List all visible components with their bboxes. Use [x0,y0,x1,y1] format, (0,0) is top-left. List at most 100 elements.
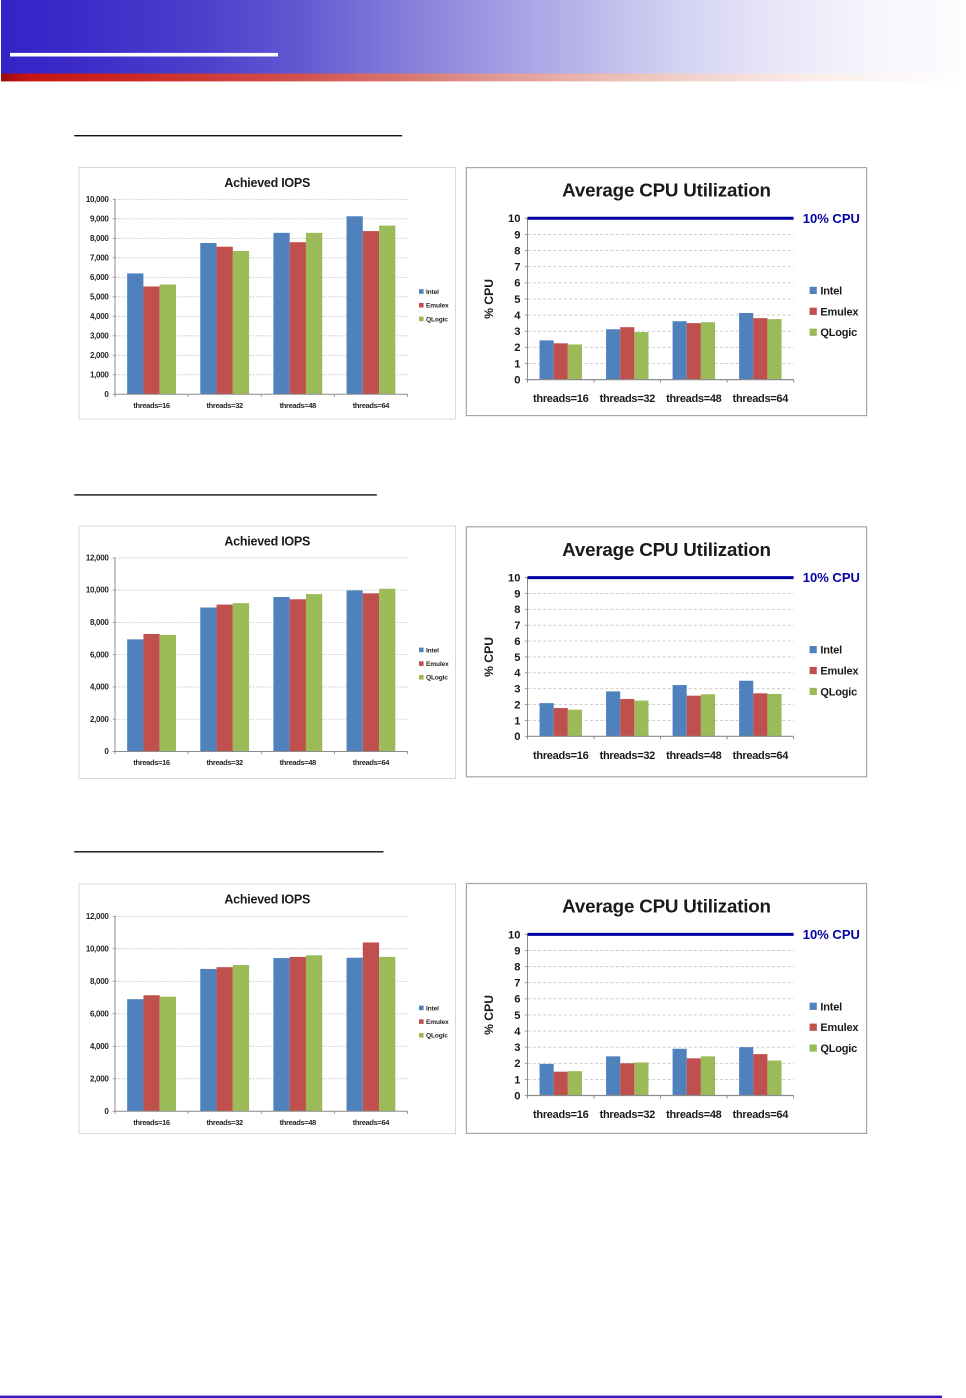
svg-text:Emulex: Emulex [426,1019,449,1026]
svg-text:0: 0 [514,1090,520,1102]
svg-text:7,000: 7,000 [90,253,109,262]
svg-text:0: 0 [514,375,520,387]
svg-text:threads=48: threads=48 [666,393,722,405]
svg-text:2: 2 [514,699,520,711]
svg-text:0: 0 [104,390,109,399]
svg-text:3,000: 3,000 [90,331,109,340]
svg-text:10% CPU: 10% CPU [803,570,860,585]
svg-text:3: 3 [514,1042,520,1054]
svg-text:threads=64: threads=64 [353,401,390,410]
svg-text:4: 4 [514,310,521,322]
svg-text:% CPU: % CPU [482,279,496,319]
svg-text:Intel: Intel [820,285,842,297]
svg-text:Intel: Intel [820,1001,842,1013]
svg-text:threads=48: threads=48 [666,750,722,762]
svg-text:Emulex: Emulex [426,303,449,310]
svg-text:6,000: 6,000 [90,1009,109,1018]
svg-text:7: 7 [514,978,520,990]
svg-text:threads=16: threads=16 [533,393,589,405]
svg-text:threads=32: threads=32 [207,758,243,767]
svg-text:threads=16: threads=16 [133,401,169,410]
svg-text:0: 0 [104,747,109,756]
svg-text:1: 1 [514,358,520,370]
svg-text:Emulex: Emulex [426,661,449,668]
svg-text:threads=32: threads=32 [207,1118,243,1127]
svg-text:QLogic: QLogic [820,1043,857,1055]
svg-text:2,000: 2,000 [90,351,109,360]
svg-text:QLogic: QLogic [820,686,857,698]
svg-text:threads=32: threads=32 [600,1109,656,1121]
svg-text:5,000: 5,000 [90,292,109,301]
svg-text:5: 5 [514,1010,520,1022]
svg-text:threads=64: threads=64 [733,393,790,405]
svg-text:9: 9 [514,945,520,957]
svg-text:6: 6 [514,636,520,648]
svg-text:Achieved IOPS: Achieved IOPS [224,176,310,190]
svg-text:Average CPU Utilization: Average CPU Utilization [562,539,771,560]
svg-text:Intel: Intel [426,289,439,296]
svg-text:3: 3 [514,684,520,696]
svg-text:10: 10 [508,573,520,585]
svg-text:QLogic: QLogic [820,327,857,339]
svg-text:Average CPU Utilization: Average CPU Utilization [562,180,771,201]
svg-text:threads=64: threads=64 [353,758,390,767]
svg-text:threads=48: threads=48 [280,1118,316,1127]
svg-text:10: 10 [508,213,520,225]
svg-text:Emulex: Emulex [820,1022,859,1034]
svg-text:10: 10 [508,929,520,941]
svg-text:4: 4 [514,668,521,680]
svg-text:QLogic: QLogic [426,316,448,323]
svg-text:threads=48: threads=48 [280,758,316,767]
svg-text:% CPU: % CPU [482,637,496,677]
svg-text:4,000: 4,000 [90,1042,109,1051]
svg-text:Achieved IOPS: Achieved IOPS [224,892,310,906]
svg-text:Intel: Intel [426,1005,439,1012]
svg-text:4,000: 4,000 [90,683,109,692]
svg-text:threads=48: threads=48 [280,401,316,410]
svg-text:10,000: 10,000 [86,195,110,204]
svg-text:4: 4 [514,1026,521,1038]
svg-text:9: 9 [514,229,520,241]
svg-text:10% CPU: 10% CPU [803,927,860,942]
svg-text:Intel: Intel [820,645,842,657]
svg-text:threads=64: threads=64 [353,1118,390,1127]
svg-text:5: 5 [514,652,520,664]
svg-text:6: 6 [514,278,520,290]
svg-text:2: 2 [514,342,520,354]
svg-text:8,000: 8,000 [90,618,109,627]
svg-text:6,000: 6,000 [90,650,109,659]
svg-text:10% CPU: 10% CPU [803,211,860,226]
svg-text:threads=16: threads=16 [533,1109,589,1121]
svg-text:9: 9 [514,588,520,600]
svg-text:threads=16: threads=16 [533,750,589,762]
svg-text:6,000: 6,000 [90,273,109,282]
svg-text:2,000: 2,000 [90,715,109,724]
svg-text:8,000: 8,000 [90,977,109,986]
svg-text:7: 7 [514,262,520,274]
svg-text:threads=32: threads=32 [600,750,656,762]
svg-text:1: 1 [514,715,520,727]
svg-text:QLogic: QLogic [426,1033,448,1040]
svg-text:threads=16: threads=16 [133,758,169,767]
svg-text:Achieved IOPS: Achieved IOPS [224,534,310,548]
svg-text:8: 8 [514,604,520,616]
svg-text:5: 5 [514,294,520,306]
svg-text:threads=64: threads=64 [733,750,790,762]
svg-text:0: 0 [104,1107,109,1116]
svg-text:8: 8 [514,245,520,257]
svg-text:0: 0 [514,731,520,743]
svg-text:3: 3 [514,326,520,338]
svg-text:Intel: Intel [426,647,439,654]
svg-text:Average CPU Utilization: Average CPU Utilization [562,896,771,917]
svg-text:6: 6 [514,994,520,1006]
svg-text:1,000: 1,000 [90,370,109,379]
svg-text:threads=48: threads=48 [666,1109,722,1121]
svg-text:1: 1 [514,1074,520,1086]
svg-text:2: 2 [514,1058,520,1070]
svg-text:10,000: 10,000 [86,944,110,953]
svg-text:8,000: 8,000 [90,234,109,243]
svg-text:threads=32: threads=32 [207,401,243,410]
svg-text:7: 7 [514,620,520,632]
svg-text:threads=32: threads=32 [600,393,656,405]
svg-text:12,000: 12,000 [86,553,110,562]
